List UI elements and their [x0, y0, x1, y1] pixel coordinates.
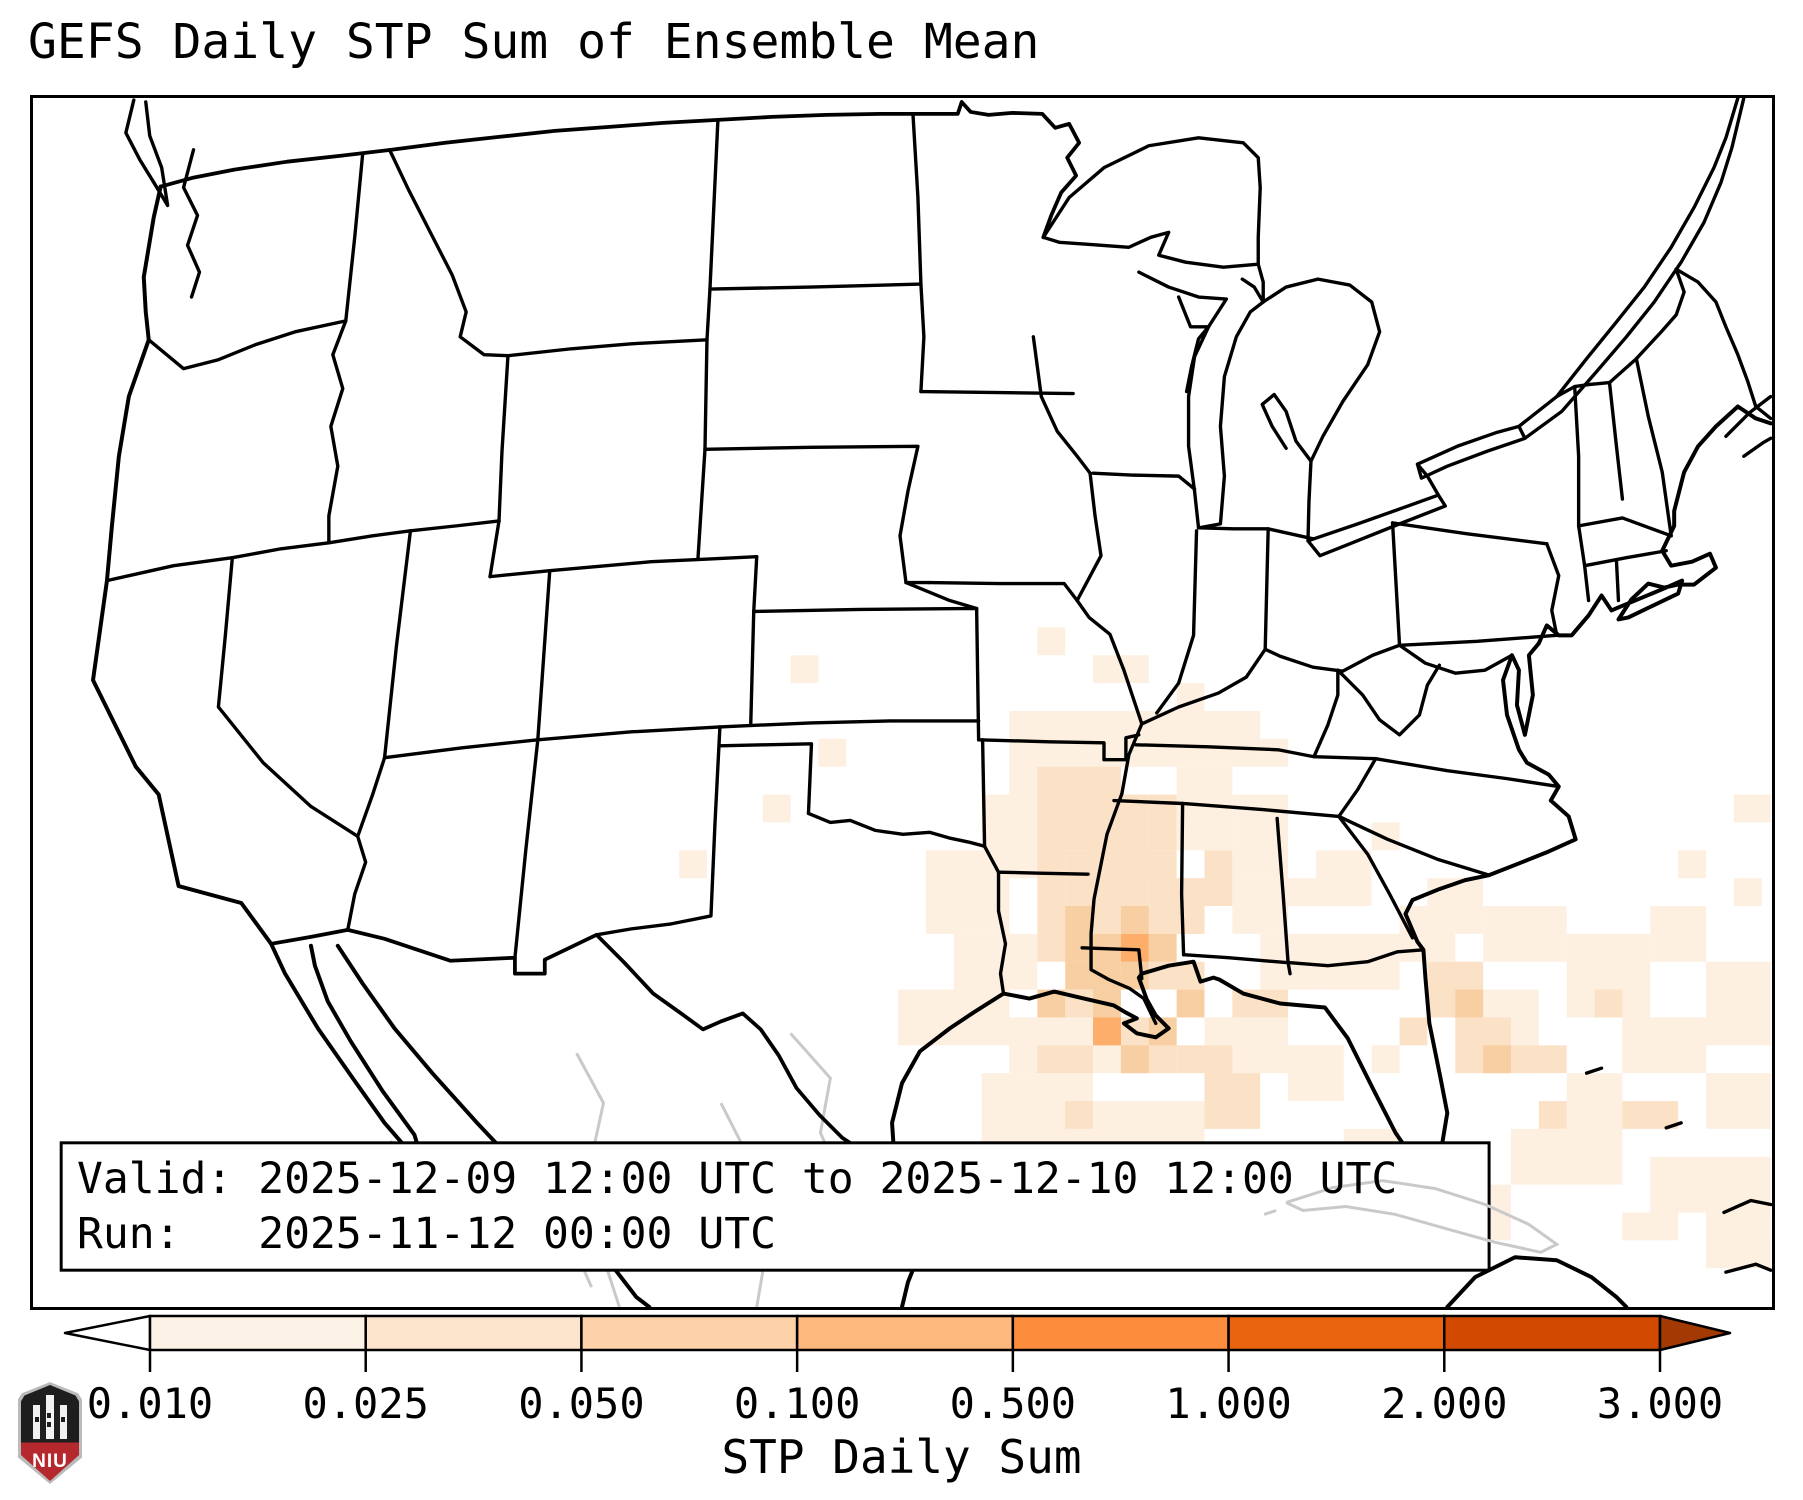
stp-shading-cells — [679, 627, 1771, 1269]
colorbar-tick-label: 2.000 — [1381, 1379, 1507, 1428]
logo-text: NIU — [32, 1451, 68, 1472]
colorbar-tick-label: 0.500 — [950, 1379, 1076, 1428]
conus-map — [59, 98, 1772, 1307]
colorbar: 0.010 0.025 0.050 0.100 0.500 1.000 2.000 3.000 — [63, 1314, 1732, 1428]
niu-logo: NIU — [18, 1382, 82, 1484]
colorbar-tick-label: 3.000 — [1597, 1379, 1723, 1428]
run-time-text: Run: 2025-11-12 00:00 UTC — [77, 1209, 776, 1259]
info-box-background — [59, 1141, 1491, 1272]
valid-time-text: Valid: 2025-12-09 12:00 UTC to 2025-12-1… — [77, 1154, 1398, 1204]
coastlines-and-state-borders — [91, 98, 1772, 1307]
colorbar-tick-label: 1.000 — [1165, 1379, 1291, 1428]
colorbar-tick-label: 0.025 — [302, 1379, 428, 1428]
colorbar-tick-label: 0.050 — [518, 1379, 644, 1428]
colorbar-tick-label: 0.100 — [734, 1379, 860, 1428]
cuba-gray-outline — [1263, 1179, 1560, 1254]
colorbar-label: STP Daily Sum — [721, 1430, 1082, 1484]
castle-icon — [33, 1395, 67, 1439]
colorbar-tick-label: 0.010 — [87, 1379, 213, 1428]
map-frame — [30, 95, 1775, 1310]
plot-title: GEFS Daily STP Sum of Ensemble Mean — [28, 14, 1040, 70]
